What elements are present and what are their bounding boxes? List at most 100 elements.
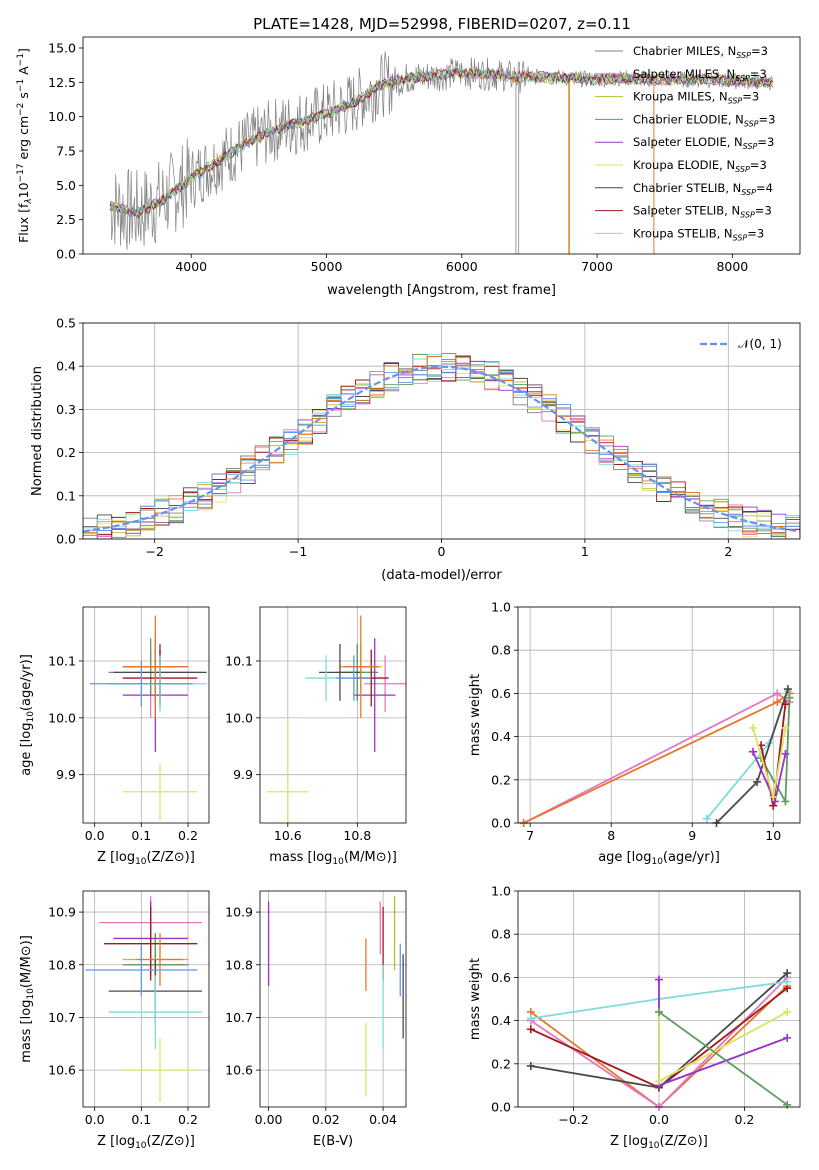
x-tick-label: 7000 xyxy=(581,259,613,274)
legend-entry: Salpeter STELIB, NSSP=3 xyxy=(633,204,772,220)
weight-marker-3-2 xyxy=(783,969,792,978)
age-vs-mass-panel: 10.6 10.8 9.9 10.0 10.1 mass [log10(M/M⊙)] xyxy=(225,606,407,867)
weight-marker-2-0 xyxy=(702,814,711,823)
x-tick-label: 7 xyxy=(526,828,534,843)
y-tick-label: 0.8 xyxy=(491,927,511,942)
axes-frame xyxy=(517,606,801,824)
x-axis-label-text: Z [log xyxy=(97,850,135,865)
legend-nssp: 3 xyxy=(761,44,768,58)
x-tick-label: 10.8 xyxy=(343,828,371,843)
y-tick-label: 12.5 xyxy=(48,75,76,90)
axes-frame xyxy=(82,890,210,1108)
y-axis-label-part: A xyxy=(16,66,31,79)
weight-marker-6-2 xyxy=(783,1007,792,1016)
y-axis-label-part: −2 xyxy=(16,103,26,116)
y-tick-label: 0.0 xyxy=(491,1100,511,1115)
x-axis-label: Z [log10(Z/Z⊙)] xyxy=(97,850,195,867)
x-tick-label: 10.6 xyxy=(274,828,302,843)
y-tick-label: 10.0 xyxy=(48,710,76,725)
y-tick-label: 10.7 xyxy=(225,1010,253,1025)
x-tick-label: 0.2 xyxy=(178,828,198,843)
y-axis-label: age [log10(age/yr)] xyxy=(19,654,36,776)
weight-marker-2-0 xyxy=(526,1025,535,1034)
axes-frame xyxy=(517,890,801,1108)
legend-entry: Kroupa MILES, NSSP=3 xyxy=(633,90,759,106)
x-tick-label: 9 xyxy=(688,828,696,843)
x-tick-label: 0.02 xyxy=(312,1112,340,1127)
x-tick-label: 5000 xyxy=(311,259,343,274)
x-axis-label: E(B-V) xyxy=(313,1134,353,1149)
y-tick-label: 0.4 xyxy=(491,1013,511,1028)
x-axis-label-text: mass [log xyxy=(269,850,332,865)
legend-nssp: 3 xyxy=(764,204,771,218)
y-axis-label: mass weight xyxy=(468,958,483,1040)
y-tick-label: 0.0 xyxy=(56,532,76,547)
errorbars xyxy=(267,896,404,1097)
y-tick-label: 10.7 xyxy=(48,1010,76,1025)
y-tick-label: 10.9 xyxy=(48,905,76,920)
x-axis-label: age [log10(age/yr)] xyxy=(598,850,720,867)
y-tick-label: 2.5 xyxy=(56,212,76,227)
mass-vs-extinction-panel: 0.00 0.02 0.04 10.6 10.7 10.8 10.9 E(B-V) xyxy=(225,890,407,1149)
legend-series-name: Chabrier MILES xyxy=(633,44,720,58)
legend-entry: Kroupa STELIB, NSSP=3 xyxy=(633,226,764,242)
spectrum-lines xyxy=(109,51,774,254)
x-tick-label: 0.0 xyxy=(85,828,105,843)
y-tick-label: 10.1 xyxy=(225,654,253,669)
gaussian-curve xyxy=(83,365,800,533)
legend-series-name: Salpeter STELIB xyxy=(633,204,724,218)
y-axis-label-part: s xyxy=(16,92,31,103)
y-tick-label: 0.5 xyxy=(56,316,76,331)
x-tick-label: 0.2 xyxy=(735,1112,755,1127)
histogram-step-10 xyxy=(83,368,800,539)
x-axis-label: Z [log10(Z/Z⊙)] xyxy=(610,1134,708,1151)
y-tick-label: 0.8 xyxy=(491,643,511,658)
axes-frame xyxy=(82,36,801,255)
y-axis-label: Normed distribution xyxy=(30,366,45,496)
x-tick-label: −2 xyxy=(145,544,163,559)
x-tick-label: 0.04 xyxy=(369,1112,397,1127)
x-tick-label: 0 xyxy=(438,544,446,559)
legend-nssp: 3 xyxy=(767,135,774,149)
weight-marker-3-2 xyxy=(783,685,792,694)
errorbars xyxy=(90,615,207,821)
y-axis-label-part: −1 xyxy=(16,53,26,66)
y-tick-label: 10.6 xyxy=(48,1063,76,1078)
legend-nssp: 3 xyxy=(759,67,766,81)
legend-entry: Salpeter ELODIE, NSSP=3 xyxy=(633,135,774,151)
x-axis-label-text: Z [log xyxy=(97,1134,135,1149)
weight-marker-7-0 xyxy=(655,1007,663,1016)
y-tick-label: 10.6 xyxy=(225,1063,253,1078)
y-axis-label-part: erg cm xyxy=(16,116,31,164)
x-tick-label: 1 xyxy=(581,544,589,559)
weight-marker-7-1 xyxy=(783,1100,792,1109)
y-axis-label-part: Flux [f xyxy=(16,203,31,243)
x-tick-label: 0.0 xyxy=(85,1112,105,1127)
weight-marker-4-2 xyxy=(785,693,794,702)
x-tick-label: 6000 xyxy=(446,259,478,274)
weight-marker-0-1 xyxy=(773,689,782,698)
x-tick-label: 8 xyxy=(607,828,615,843)
y-axis-label-text: age [log xyxy=(19,723,34,776)
y-tick-label: 10.0 xyxy=(225,710,253,725)
y-tick-label: 7.5 xyxy=(56,143,76,158)
x-axis-label-text: age [log xyxy=(598,850,651,865)
axes-frame xyxy=(82,606,210,824)
x-tick-label: 10 xyxy=(765,828,781,843)
legend-series-name: Kroupa ELODIE xyxy=(633,158,719,172)
x-tick-label: 8000 xyxy=(716,259,748,274)
legend-series-name: Kroupa STELIB xyxy=(633,226,717,240)
y-tick-label: 1.0 xyxy=(491,600,511,615)
x-axis-label-text: Z [log xyxy=(610,1134,648,1149)
legend-entry: Salpeter MILES, NSSP=3 xyxy=(633,67,767,83)
y-axis-label-part: ] xyxy=(16,48,31,53)
x-tick-label: 2 xyxy=(724,544,732,559)
weight-marker-6-1 xyxy=(770,797,779,806)
y-tick-label: 10.9 xyxy=(225,905,253,920)
weight-vs-metallicity-panel: −0.2 0.0 0.2 0.0 0.2 0.4 0.6 0.8 1.0 Z [log10(Z/Z… xyxy=(468,884,801,1151)
weight-line-7 xyxy=(658,1011,788,1106)
weight-marker-6-2 xyxy=(781,749,790,758)
x-axis-label: wavelength [Angstrom, rest frame] xyxy=(327,283,556,298)
x-tick-label: 0.00 xyxy=(255,1112,283,1127)
x-tick-label: 4000 xyxy=(175,259,207,274)
